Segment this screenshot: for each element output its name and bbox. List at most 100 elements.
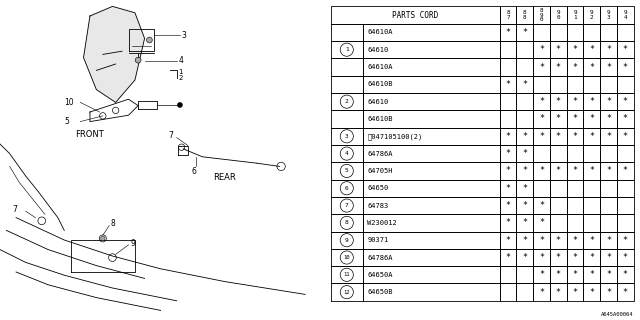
Text: *: * [623, 166, 628, 175]
Text: *: * [623, 45, 628, 54]
Text: PARTS CORD: PARTS CORD [392, 11, 438, 20]
Text: *: * [539, 201, 544, 210]
Text: *: * [573, 166, 577, 175]
Text: 64610: 64610 [367, 99, 388, 105]
Text: *: * [522, 28, 527, 37]
Text: 4: 4 [179, 56, 183, 65]
Text: *: * [623, 236, 628, 245]
Text: *: * [623, 97, 628, 106]
Circle shape [147, 37, 152, 43]
Text: *: * [606, 166, 611, 175]
Text: *: * [556, 115, 561, 124]
Text: 10: 10 [64, 98, 74, 107]
Text: *: * [573, 236, 577, 245]
Text: W230012: W230012 [367, 220, 397, 226]
Text: *: * [589, 288, 595, 297]
Text: 7: 7 [345, 203, 349, 208]
Text: *: * [556, 236, 561, 245]
Text: *: * [573, 45, 577, 54]
Text: *: * [573, 132, 577, 141]
Text: *: * [539, 270, 544, 279]
Text: *: * [522, 132, 527, 141]
Text: 9
1: 9 1 [573, 10, 577, 20]
Text: *: * [623, 115, 628, 124]
Text: *: * [539, 288, 544, 297]
Text: *: * [573, 97, 577, 106]
Text: *: * [623, 288, 628, 297]
Text: *: * [522, 149, 527, 158]
Text: 8
8: 8 8 [523, 10, 527, 20]
Text: 10: 10 [344, 255, 350, 260]
Text: FRONT: FRONT [76, 130, 104, 139]
Text: 3: 3 [345, 134, 349, 139]
Text: *: * [623, 270, 628, 279]
Text: *: * [522, 201, 527, 210]
Text: *: * [573, 115, 577, 124]
Text: 3: 3 [182, 31, 186, 40]
Text: *: * [556, 97, 561, 106]
Text: A645A00064: A645A00064 [601, 312, 634, 317]
Text: 6: 6 [345, 186, 349, 191]
Text: 12: 12 [344, 290, 350, 295]
Text: *: * [506, 166, 511, 175]
Text: *: * [539, 115, 544, 124]
Text: 5: 5 [64, 117, 69, 126]
Text: *: * [522, 218, 527, 228]
Text: 9
3: 9 3 [607, 10, 611, 20]
Text: *: * [606, 45, 611, 54]
Text: *: * [623, 253, 628, 262]
Text: *: * [623, 132, 628, 141]
Text: 8: 8 [345, 220, 349, 225]
Text: *: * [606, 132, 611, 141]
Text: *: * [556, 62, 561, 71]
Text: *: * [506, 28, 511, 37]
Text: 64786A: 64786A [367, 254, 393, 260]
Text: *: * [589, 115, 595, 124]
Text: 64650: 64650 [367, 185, 388, 191]
Text: *: * [573, 253, 577, 262]
Text: 64610B: 64610B [367, 116, 393, 122]
Text: *: * [506, 253, 511, 262]
Text: *: * [522, 166, 527, 175]
Text: 1: 1 [345, 47, 349, 52]
Text: 64610: 64610 [367, 47, 388, 53]
Text: 90371: 90371 [367, 237, 388, 243]
Text: *: * [539, 166, 544, 175]
Text: *: * [589, 236, 595, 245]
Text: Ⓢ047105100(2): Ⓢ047105100(2) [367, 133, 423, 140]
Text: *: * [539, 97, 544, 106]
Text: 8
9
0: 8 9 0 [540, 8, 543, 22]
Text: 64610A: 64610A [367, 29, 393, 36]
Text: *: * [506, 236, 511, 245]
Text: *: * [606, 270, 611, 279]
Text: 11: 11 [344, 272, 350, 277]
Text: *: * [506, 132, 511, 141]
Text: *: * [539, 218, 544, 228]
Text: *: * [573, 270, 577, 279]
Text: *: * [539, 45, 544, 54]
Text: *: * [556, 45, 561, 54]
Text: *: * [539, 62, 544, 71]
Text: *: * [589, 97, 595, 106]
Circle shape [135, 57, 141, 63]
Text: *: * [539, 236, 544, 245]
Text: 9: 9 [345, 238, 349, 243]
Text: *: * [589, 166, 595, 175]
Polygon shape [84, 6, 145, 102]
Text: 64705H: 64705H [367, 168, 393, 174]
Text: *: * [623, 62, 628, 71]
Text: *: * [522, 184, 527, 193]
Text: 8: 8 [111, 220, 116, 228]
Text: *: * [556, 253, 561, 262]
Text: *: * [606, 236, 611, 245]
Text: *: * [556, 270, 561, 279]
Text: *: * [573, 288, 577, 297]
Text: *: * [522, 236, 527, 245]
Text: *: * [589, 270, 595, 279]
Text: 9: 9 [130, 239, 135, 248]
Text: *: * [506, 149, 511, 158]
Text: 2: 2 [345, 99, 349, 104]
Text: 64650A: 64650A [367, 272, 393, 278]
Text: 6: 6 [191, 167, 196, 176]
Text: *: * [589, 45, 595, 54]
